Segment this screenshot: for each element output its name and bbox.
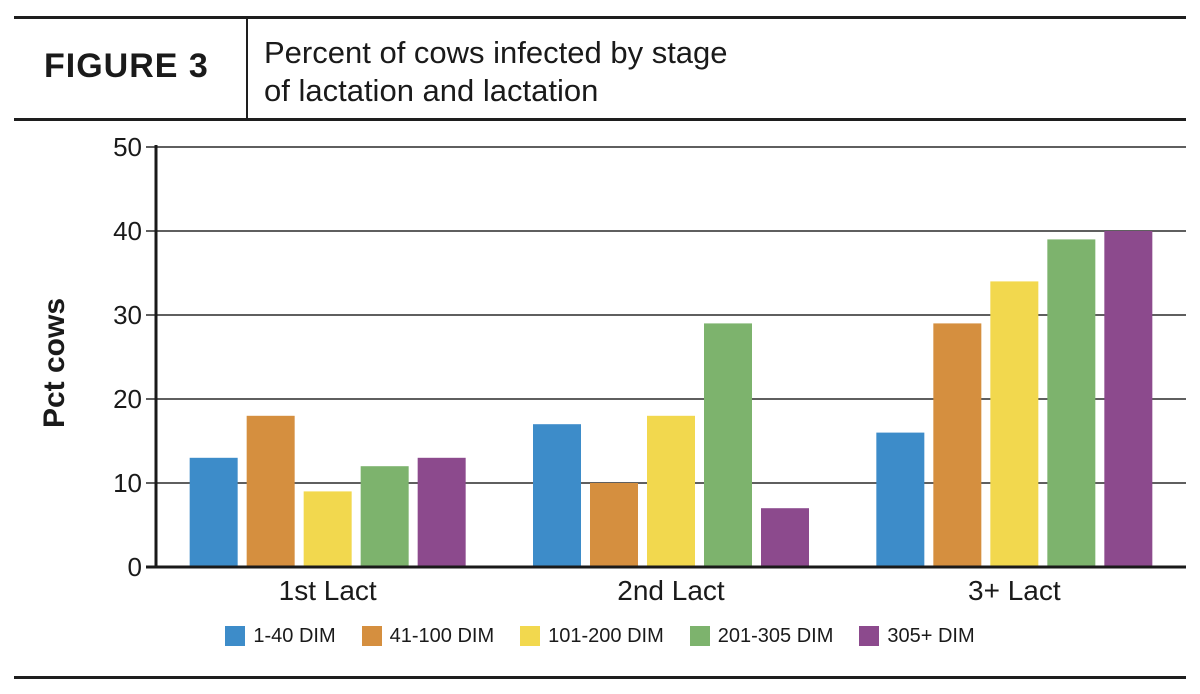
y-tick-label: 30: [113, 300, 142, 330]
bar: [417, 457, 466, 567]
bar: [303, 491, 352, 567]
legend-label: 1-40 DIM: [253, 625, 336, 647]
bar: [704, 323, 752, 567]
bar: [933, 323, 982, 567]
bottom-rule: [14, 676, 1186, 679]
legend-swatch: [361, 626, 382, 646]
y-tick-label: 20: [113, 384, 142, 414]
y-tick-label: 10: [113, 468, 142, 498]
bar: [1104, 231, 1153, 567]
bar: [1047, 239, 1096, 567]
y-tick-label: 50: [113, 132, 142, 162]
legend-item: 201-305 DIM: [689, 624, 834, 648]
bar: [189, 457, 238, 567]
legend-label: 201-305 DIM: [717, 625, 834, 647]
legend-swatch: [520, 626, 541, 646]
figure-title: Percent of cows infected by stage of lac…: [264, 34, 1164, 110]
bar: [246, 415, 295, 567]
legend-swatch: [859, 626, 880, 646]
legend-item: 101-200 DIM: [520, 624, 664, 648]
x-category-label: 2nd Lact: [617, 575, 725, 606]
legend-item: 1-40 DIM: [225, 624, 336, 648]
y-tick-label: 0: [128, 552, 142, 582]
y-tick-label: 40: [113, 216, 142, 246]
x-category-label: 1st Lact: [279, 575, 377, 606]
bar: [647, 415, 695, 567]
bar: [761, 508, 809, 567]
y-axis-label: Pct cows: [38, 298, 71, 428]
figure-label: FIGURE 3: [44, 47, 209, 85]
legend-item: 41-100 DIM: [361, 624, 495, 648]
chart-legend: 1-40 DIM 41-100 DIM 101-200 DIM 201-305 DIM…: [0, 624, 1200, 648]
legend-swatch: [689, 626, 710, 646]
bar: [876, 432, 925, 567]
legend-label: 41-100 DIM: [389, 625, 495, 647]
legend-label: 305+ DIM: [887, 625, 975, 647]
legend-item: 305+ DIM: [859, 624, 975, 648]
bar: [590, 483, 638, 567]
header-rule: [14, 118, 1186, 121]
bar: [533, 424, 581, 567]
x-category-label: 3+ Lact: [968, 575, 1061, 606]
header-divider: [246, 19, 248, 118]
bar: [360, 466, 409, 567]
top-rule: [14, 16, 1186, 19]
figure-title-line-2: of lactation and lactation: [264, 73, 599, 108]
legend-label: 101-200 DIM: [548, 625, 664, 647]
bar: [990, 281, 1039, 567]
figure-title-line-1: Percent of cows infected by stage: [264, 35, 728, 70]
legend-swatch: [225, 626, 246, 646]
